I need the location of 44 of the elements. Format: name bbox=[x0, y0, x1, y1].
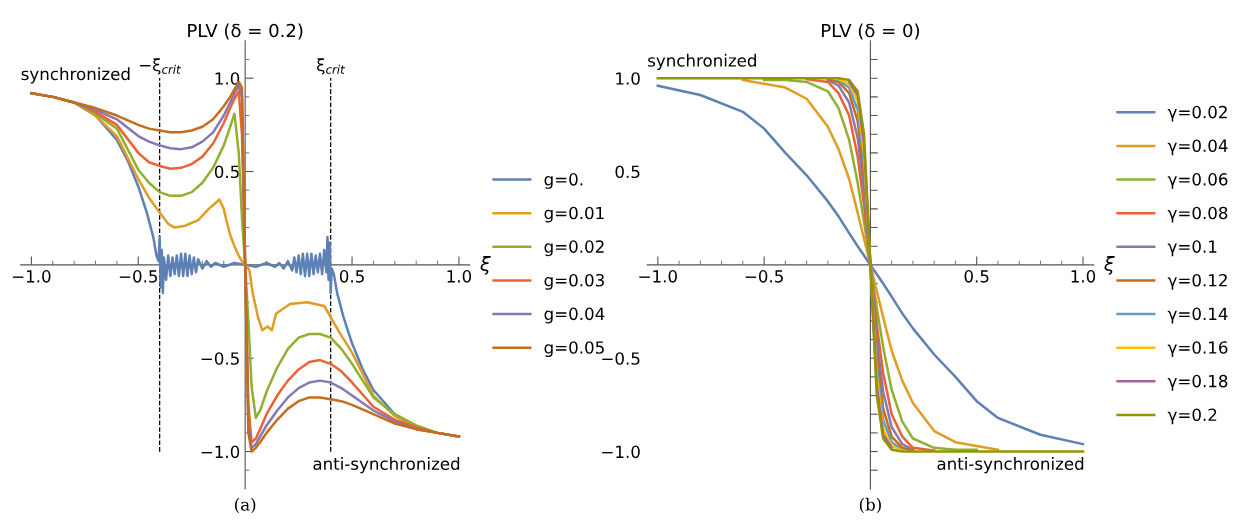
annotation: anti-synchronized bbox=[937, 457, 1084, 474]
chart-title: PLV (δ = 0) bbox=[822, 23, 919, 40]
x-axis-title: ξ bbox=[1104, 255, 1115, 275]
y-tick-label: −1.0 bbox=[602, 445, 640, 459]
legend-label: γ=0.02 bbox=[1167, 105, 1227, 122]
legend-label: γ=0.04 bbox=[1167, 139, 1228, 156]
x-tick-label: 0.5 bbox=[964, 270, 989, 283]
x-tick-label: 1.0 bbox=[1071, 270, 1096, 283]
x-tick-label: −0.5 bbox=[745, 270, 783, 283]
annotation: synchronized bbox=[21, 67, 130, 84]
legend-label: g=0.01 bbox=[544, 206, 604, 223]
legend-label: g=0.03 bbox=[544, 273, 604, 290]
ref-line-label: −ξ$_{crit}$ bbox=[139, 58, 181, 75]
legend-label: γ=0.12 bbox=[1167, 273, 1227, 290]
x-tick-label: −1.0 bbox=[12, 270, 51, 283]
y-tick-label: −1.0 bbox=[201, 445, 240, 459]
x-tick-label: 0.5 bbox=[339, 270, 364, 283]
legend-label: g=0.04 bbox=[544, 307, 605, 324]
y-tick-label: 0.5 bbox=[214, 165, 239, 179]
y-tick-label: 0.5 bbox=[615, 165, 640, 179]
legend-label: γ=0.16 bbox=[1167, 341, 1228, 358]
legend-label: γ=0.1 bbox=[1167, 240, 1217, 257]
x-tick-label: −0.5 bbox=[119, 270, 158, 283]
chart-title: PLV (δ = 0.2) bbox=[188, 23, 303, 40]
annotation: synchronized bbox=[648, 53, 756, 70]
text: (b) bbox=[859, 497, 881, 514]
legend-label: γ=0.18 bbox=[1167, 374, 1228, 391]
y-tick-label: 1.0 bbox=[215, 72, 240, 85]
y-tick-label: −0.5 bbox=[602, 352, 640, 365]
y-tick-label: 1.0 bbox=[616, 72, 640, 85]
ref-line-label: ξ$_{crit}$ bbox=[317, 58, 346, 75]
legend-label: g=0.02 bbox=[544, 240, 604, 257]
x-tick-label: −1.0 bbox=[639, 270, 677, 283]
legend-label: g=0. bbox=[544, 173, 583, 189]
legend-label: γ=0.08 bbox=[1167, 206, 1228, 223]
annotation: anti-synchronized bbox=[313, 457, 460, 474]
legend-label: g=0.05 bbox=[544, 341, 604, 358]
x-tick-label: 1.0 bbox=[447, 270, 472, 283]
legend-label: γ=0.2 bbox=[1167, 408, 1217, 425]
legend-label: γ=0.14 bbox=[1167, 307, 1228, 324]
text: (a) bbox=[235, 497, 256, 514]
y-tick-label: −0.5 bbox=[201, 352, 239, 365]
legend-label: γ=0.06 bbox=[1167, 173, 1228, 189]
x-axis-title: ξ bbox=[480, 255, 491, 275]
